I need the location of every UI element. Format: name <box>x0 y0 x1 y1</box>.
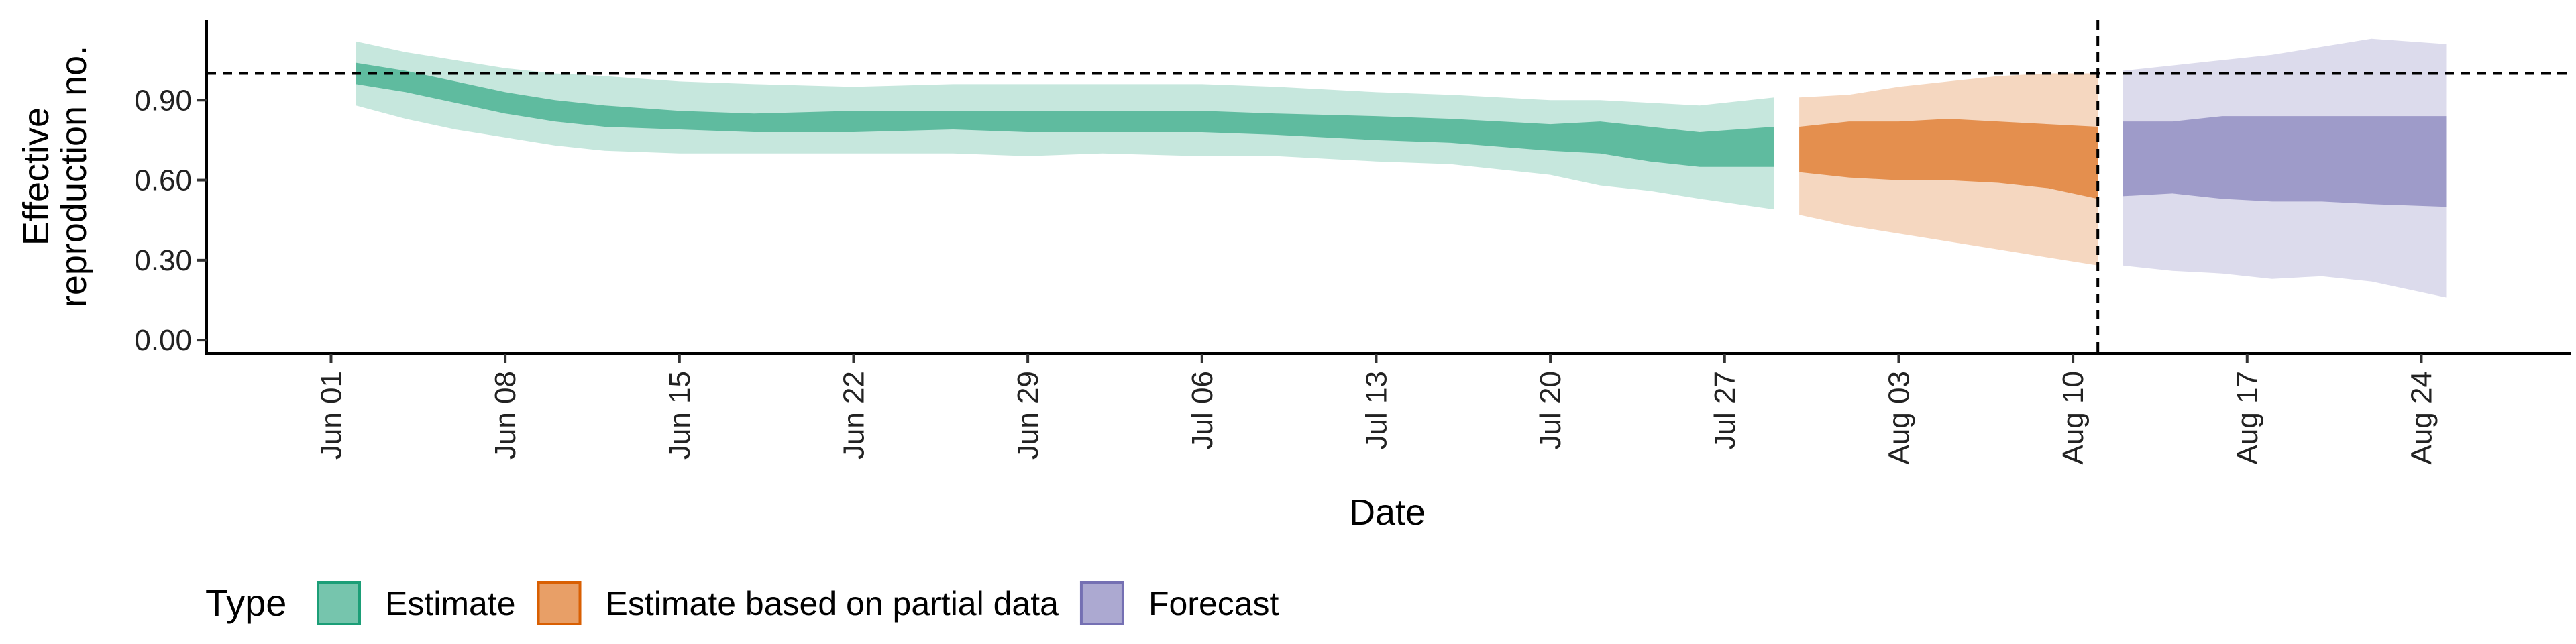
band-50-forecast <box>2123 116 2447 207</box>
y-tick-label: 0.60 <box>134 164 192 197</box>
y-axis-title-line-2: reproduction no. <box>54 46 94 307</box>
x-tick-label: Jul 27 <box>1709 371 1741 449</box>
legend-key-1 <box>537 581 582 625</box>
x-tick-label: Aug 24 <box>2405 371 2438 464</box>
band-layer <box>356 38 2447 298</box>
legend-key-0 <box>317 581 361 625</box>
legend-label: Estimate <box>385 585 516 623</box>
band-50-estimate <box>356 62 1774 167</box>
x-tick-label: Jul 20 <box>1534 371 1567 449</box>
legend-label: Estimate based on partial data <box>606 585 1059 623</box>
legend-label: Forecast <box>1148 585 1279 623</box>
x-tick-label: Jun 22 <box>838 371 871 460</box>
x-tick-label: Jun 15 <box>663 371 696 460</box>
x-tick-label: Aug 17 <box>2231 371 2264 464</box>
x-tick-label: Aug 10 <box>2057 371 2090 464</box>
band-50-estimate-based-on-partial-data <box>1799 119 2098 199</box>
y-tick-label: 0.00 <box>134 324 192 357</box>
x-tick-label: Jul 06 <box>1186 371 1219 449</box>
x-tick-label: Aug 03 <box>1882 371 1915 464</box>
legend: Type Estimate Estimate based on partial d… <box>205 581 1279 625</box>
legend-title: Type <box>205 582 286 624</box>
x-tick-label: Jun 29 <box>1012 371 1044 460</box>
y-tick-label: 0.30 <box>134 244 192 277</box>
y-tick-label: 0.90 <box>134 84 192 117</box>
legend-key-2 <box>1079 581 1124 625</box>
axes: 0.00 0.30 0.60 0.90 Jun 01 Jun 08 Jun 15 Jun 22… <box>134 20 2571 464</box>
x-tick-label: Jun 08 <box>489 371 522 460</box>
x-tick-label: Jun 01 <box>315 371 348 460</box>
y-axis-title-line-1: Effective <box>16 107 56 246</box>
x-tick-label: Jul 13 <box>1360 371 1393 449</box>
x-axis-title: Date <box>1349 492 1426 533</box>
reference-lines <box>207 20 2571 354</box>
